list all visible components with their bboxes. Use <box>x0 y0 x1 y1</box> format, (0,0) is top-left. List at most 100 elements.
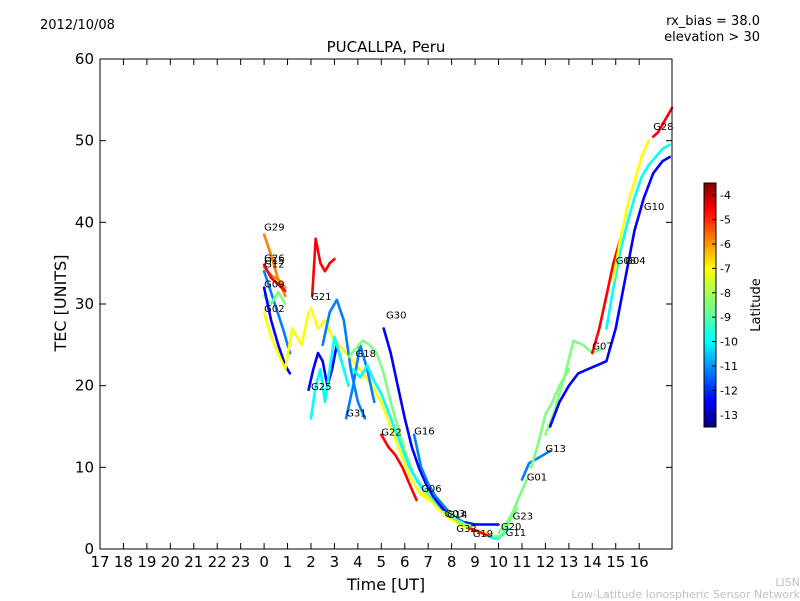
series-g16 <box>412 433 465 524</box>
label-g28: G28 <box>653 122 673 133</box>
series-g21b <box>310 237 336 298</box>
x-tick-label: 3 <box>330 553 340 571</box>
label-g26: G26 <box>264 254 284 265</box>
x-tick-label: 2 <box>306 553 316 571</box>
label-g03: G03 <box>445 509 465 520</box>
x-ticks: 17 18 19 20 21 22 23 0 1 2 3 4 5 6 7 8 9 10 11 12 13 14 15 16 <box>90 59 649 571</box>
label-g15: G15 <box>264 256 284 267</box>
x-tick-label: 20 <box>161 553 180 571</box>
series-g22 <box>379 433 418 502</box>
series-g02b <box>262 310 310 371</box>
y-tick-label: 0 <box>84 540 94 558</box>
label-g01: G01 <box>527 472 547 483</box>
x-tick-label: 6 <box>400 553 410 571</box>
y-ticks: 0 10 20 30 40 50 60 <box>75 50 672 558</box>
colorbar-tick-label: -12 <box>720 384 738 397</box>
colorbar-ticks: -4 -5 -6 -7 -8 -9 -10 -11 -12 -13 <box>712 189 738 422</box>
label-g16: G16 <box>414 427 434 438</box>
label-g32: G32 <box>456 524 476 535</box>
series-g25b <box>309 335 350 420</box>
series-layer <box>262 106 674 540</box>
x-tick-label: 10 <box>489 553 508 571</box>
series-g04 <box>590 237 622 355</box>
x-tick-label: 19 <box>137 553 156 571</box>
y-tick-label: 60 <box>75 50 94 68</box>
credit-line-2: Low-Latitude Ionospheric Sensor Network <box>571 588 800 601</box>
series-g10 <box>612 139 650 281</box>
series-g08 <box>605 143 672 330</box>
credit-line-1: LISN <box>775 576 800 589</box>
colorbar-tick-label: -9 <box>720 311 731 324</box>
label-g12: G12 <box>264 259 284 270</box>
x-tick-label: 21 <box>184 553 203 571</box>
series-g02 <box>262 286 292 375</box>
series-g11 <box>492 506 519 539</box>
series-g25 <box>307 343 343 392</box>
colorbar-tick-label: -6 <box>720 238 731 251</box>
label-g09: G09 <box>264 280 284 291</box>
label-g04: G04 <box>625 256 645 267</box>
x-tick-label: 16 <box>630 553 649 571</box>
x-tick-label: 11 <box>512 553 531 571</box>
x-tick-label: 9 <box>470 553 480 571</box>
x-tick-label: 0 <box>259 553 269 571</box>
label-g10: G10 <box>644 202 664 213</box>
y-tick-label: 20 <box>75 377 94 395</box>
series-g15 <box>262 263 287 293</box>
x-axis-label: Time [UT] <box>346 575 425 594</box>
colorbar-tick-label: -11 <box>720 360 738 373</box>
colorbar-tick-label: -4 <box>720 189 731 202</box>
label-g02: G02 <box>264 304 284 315</box>
label-g30: G30 <box>386 311 406 322</box>
y-tick-label: 40 <box>75 213 94 231</box>
x-tick-label: 22 <box>208 553 227 571</box>
label-g07: G07 <box>592 342 612 353</box>
label-g25: G25 <box>311 382 331 393</box>
series-g07b <box>548 155 672 428</box>
series-g30 <box>382 327 500 526</box>
rx-bias-label: rx_bias = 38.0 <box>666 14 760 29</box>
label-g08: G08 <box>616 256 636 267</box>
colorbar-tick-label: -13 <box>720 409 738 422</box>
series-g01 <box>520 449 552 481</box>
series-g13 <box>529 367 571 469</box>
label-g20: G20 <box>501 522 521 533</box>
x-tick-label: 1 <box>283 553 293 571</box>
x-tick-label: 17 <box>90 553 109 571</box>
x-tick-label: 8 <box>447 553 457 571</box>
series-g23 <box>497 478 529 535</box>
label-g21: G21 <box>311 292 331 303</box>
label-g06: G06 <box>421 484 441 495</box>
label-g23: G23 <box>513 512 533 523</box>
x-tick-label: 13 <box>559 553 578 571</box>
label-g29: G29 <box>264 223 284 234</box>
y-tick-label: 30 <box>75 295 94 313</box>
x-tick-label: 12 <box>536 553 555 571</box>
y-tick-label: 10 <box>75 458 94 476</box>
series-g07 <box>544 339 604 437</box>
label-g22: G22 <box>381 428 401 439</box>
date-label: 2012/10/08 <box>40 18 115 33</box>
x-tick-label: 14 <box>583 553 602 571</box>
series-g12 <box>262 269 292 355</box>
x-tick-label: 5 <box>377 553 387 571</box>
series-g21c <box>321 298 367 420</box>
x-tick-label: 23 <box>231 553 250 571</box>
plot-frame <box>99 58 673 550</box>
y-tick-label: 50 <box>75 132 94 150</box>
x-tick-label: 15 <box>606 553 625 571</box>
colorbar-tick-label: -7 <box>720 262 731 275</box>
x-tick-label: 4 <box>353 553 363 571</box>
label-g31: G31 <box>346 409 366 420</box>
colorbar-label: Latitude <box>749 278 764 332</box>
label-g19: G19 <box>473 529 493 540</box>
y-axis-label: TEC [UNITS] <box>51 255 70 353</box>
colorbar-tick-label: -5 <box>720 214 731 227</box>
colorbar-tick-label: -8 <box>720 287 731 300</box>
x-tick-label: 7 <box>423 553 433 571</box>
colorbar-tick-label: -10 <box>720 336 738 349</box>
chart-title: PUCALLPA, Peru <box>327 38 446 56</box>
elevation-label: elevation > 30 <box>664 30 760 45</box>
